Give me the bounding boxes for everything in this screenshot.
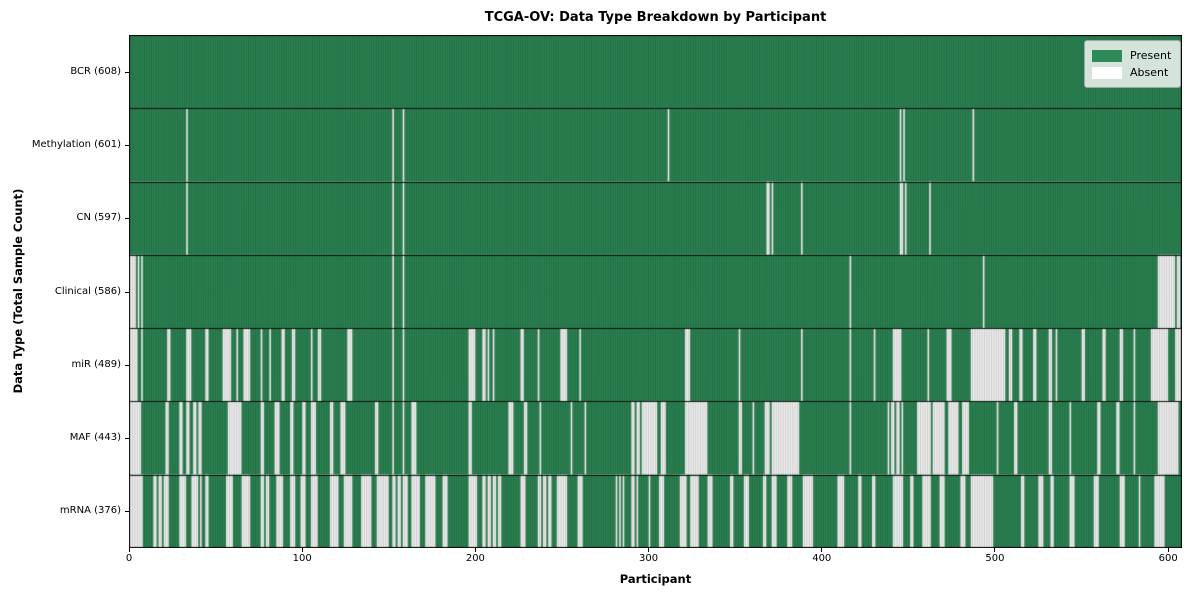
- legend-swatch-absent-icon: [1092, 66, 1122, 79]
- x-tick-mark: [648, 548, 650, 552]
- legend-label-absent: Absent: [1130, 66, 1169, 79]
- legend: Present Absent: [1084, 40, 1182, 88]
- x-tick-label: 400: [812, 553, 832, 564]
- legend-label-present: Present: [1130, 49, 1172, 62]
- y-tick-mark: [125, 218, 129, 220]
- x-tick-mark: [994, 548, 996, 552]
- y-tick-mark: [125, 438, 129, 440]
- x-tick-mark: [128, 548, 130, 552]
- y-tick-mark: [125, 364, 129, 366]
- y-tick-mark: [125, 144, 129, 146]
- legend-item-absent: Absent: [1092, 64, 1171, 81]
- x-tick-label: 0: [125, 553, 133, 564]
- x-tick-mark: [821, 548, 823, 552]
- legend-swatch-present-icon: [1092, 49, 1122, 62]
- y-tick-label-Clinical: Clinical (586): [54, 285, 121, 297]
- x-tick-mark: [474, 548, 476, 552]
- x-tick-mark: [301, 548, 303, 552]
- y-tick-label-BCR: BCR (608): [70, 65, 121, 77]
- x-tick-label: 200: [465, 553, 485, 564]
- y-axis-label: Data Type (Total Sample Count): [11, 188, 25, 394]
- y-tick-label-Methylation: Methylation (601): [31, 138, 121, 150]
- y-tick-mark: [125, 511, 129, 513]
- y-tick-label-mRNA: mRNA (376): [59, 505, 121, 517]
- heatmap-canvas: [129, 35, 1182, 548]
- y-tick-label-miR: miR (489): [71, 358, 121, 370]
- legend-item-present: Present: [1092, 47, 1171, 64]
- y-tick-mark: [125, 291, 129, 293]
- x-tick-label: 600: [1158, 553, 1178, 564]
- x-axis-label: Participant: [619, 572, 692, 586]
- y-tick-mark: [125, 71, 129, 73]
- chart-title: TCGA-OV: Data Type Breakdown by Particip…: [484, 10, 827, 25]
- x-tick-label: 100: [292, 553, 312, 564]
- y-tick-label-CN: CN (597): [76, 212, 121, 224]
- y-tick-label-MAF: MAF (443): [69, 432, 121, 444]
- x-tick-label: 300: [639, 553, 659, 564]
- x-tick-mark: [1167, 548, 1169, 552]
- x-tick-label: 500: [985, 553, 1005, 564]
